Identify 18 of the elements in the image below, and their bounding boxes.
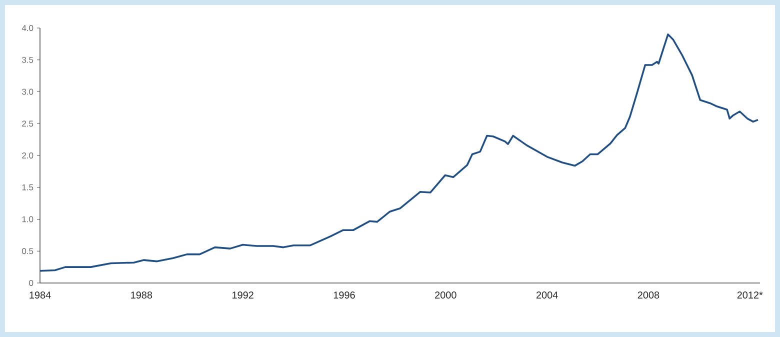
x-tick-label: 1996 [334,292,355,299]
y-tick-label: 2.5 [22,120,34,127]
line-series [39,33,759,272]
y-tick-label: 3.0 [22,88,34,95]
y-tick-label: 0 [29,280,34,286]
y-tick-label: 2.0 [22,152,34,158]
y-tick-label: 3.5 [22,56,34,63]
x-tick-label: 2012* [737,292,763,299]
y-tick-label: 1.0 [22,216,34,222]
y-tick-label: 1.5 [22,184,34,190]
y-tick-label: 4.0 [22,25,34,31]
x-tick-label: 2008 [638,292,660,299]
x-tick-label: 1984 [30,292,51,299]
y-tick-label: 0.5 [22,248,34,254]
x-tick-label: 1992 [232,292,254,299]
x-tick-label: 2004 [536,292,558,299]
x-tick-label: 2000 [435,292,456,299]
x-tick-label: 1988 [131,292,152,299]
